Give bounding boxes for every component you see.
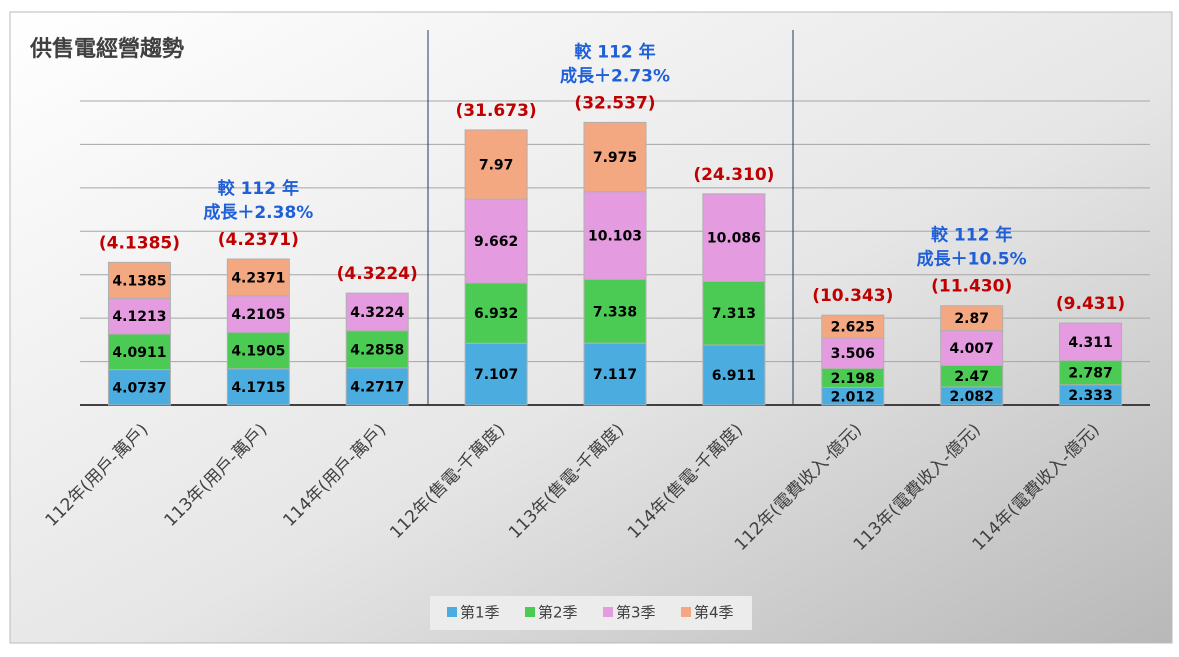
- value-label: 4.2371: [231, 270, 285, 286]
- value-label: 4.1213: [112, 309, 166, 325]
- value-label: 4.0911: [112, 345, 166, 361]
- legend-swatch: [525, 607, 535, 617]
- value-label: 10.103: [588, 229, 642, 245]
- total-label: (9.431): [1056, 294, 1125, 314]
- legend-label: 第4季: [694, 604, 734, 622]
- value-label: 2.198: [831, 371, 875, 387]
- bar-segment: [702, 193, 766, 282]
- bar-segment: [226, 295, 290, 333]
- legend: [430, 596, 752, 630]
- bar-segment: [821, 337, 885, 369]
- bar-segment: [464, 129, 528, 200]
- bar-segment: [226, 258, 290, 297]
- value-label: 7.97: [479, 158, 514, 174]
- total-label: (31.673): [456, 101, 537, 121]
- bar-segment: [1059, 360, 1123, 386]
- value-label: 6.911: [712, 368, 756, 384]
- value-label: 4.3224: [350, 305, 404, 321]
- bar-segment: [583, 191, 647, 280]
- value-label: 2.012: [831, 389, 875, 405]
- bar-segment: [702, 280, 766, 346]
- value-label: 2.787: [1068, 366, 1112, 382]
- total-label: (11.430): [931, 277, 1012, 297]
- value-label: 4.1905: [231, 344, 285, 360]
- annotation: 成長＋2.73%: [560, 65, 670, 86]
- bar-segment: [107, 369, 171, 406]
- bar-segment: [345, 330, 409, 369]
- value-label: 4.1715: [231, 380, 285, 396]
- value-label: 2.47: [954, 369, 989, 385]
- annotation: 較 112 年: [218, 178, 299, 199]
- total-label: (32.537): [574, 93, 655, 113]
- total-label: (24.310): [693, 165, 774, 185]
- value-label: 4.1385: [112, 273, 166, 289]
- value-label: 4.007: [950, 341, 994, 357]
- legend-swatch: [681, 607, 691, 617]
- legend-swatch: [603, 607, 613, 617]
- annotation: 較 112 年: [574, 41, 655, 62]
- chart-title: 供售電經營趨勢: [29, 36, 184, 62]
- bar-segment: [464, 342, 528, 406]
- value-label: 9.662: [474, 234, 518, 250]
- annotation: 成長＋10.5%: [917, 249, 1027, 270]
- bar-segment: [1059, 322, 1123, 362]
- value-label: 4.2858: [350, 342, 404, 358]
- bar-segment: [821, 314, 885, 339]
- total-label: (4.1385): [99, 233, 180, 253]
- bar-segment: [464, 282, 528, 344]
- value-label: 4.2717: [350, 379, 404, 395]
- legend-label: 第1季: [460, 604, 500, 622]
- legend-items: 第1季 第2季 第3季 第4季: [447, 604, 734, 622]
- bar-segment: [940, 305, 1004, 332]
- value-label: 6.932: [474, 306, 518, 322]
- total-label: (10.343): [812, 286, 893, 306]
- legend-label: 第3季: [616, 604, 656, 622]
- annotation: 成長＋2.38%: [203, 202, 313, 223]
- bar-segment: [583, 121, 647, 193]
- value-label: 7.107: [474, 367, 518, 383]
- value-label: 2.87: [954, 311, 989, 327]
- bar-segment: [583, 342, 647, 406]
- value-label: 2.333: [1068, 388, 1112, 404]
- bar-segment: [345, 292, 409, 332]
- value-label: 4.2105: [231, 307, 285, 323]
- value-label: 7.313: [712, 306, 756, 322]
- annotation: 較 112 年: [931, 225, 1012, 246]
- bar-segment: [226, 331, 290, 370]
- legend-label: 第2季: [538, 604, 578, 622]
- value-label: 2.082: [950, 389, 994, 405]
- value-label: 3.506: [831, 346, 875, 362]
- bar-segment: [107, 261, 171, 299]
- bar-segment: [107, 333, 171, 371]
- value-label: 2.625: [831, 320, 875, 336]
- value-label: 7.338: [593, 304, 637, 320]
- bar-segment: [345, 367, 409, 406]
- bar-segment: [107, 297, 171, 335]
- total-label: (4.3224): [337, 264, 418, 284]
- total-label: (4.2371): [218, 230, 299, 250]
- value-label: 4.311: [1068, 335, 1112, 351]
- value-label: 7.975: [593, 150, 637, 166]
- bar-segment: [226, 368, 290, 406]
- value-label: 7.117: [593, 367, 637, 383]
- bar-segment: [464, 198, 528, 284]
- value-label: 10.086: [707, 231, 761, 247]
- value-label: 4.0737: [112, 380, 166, 396]
- legend-swatch: [447, 607, 457, 617]
